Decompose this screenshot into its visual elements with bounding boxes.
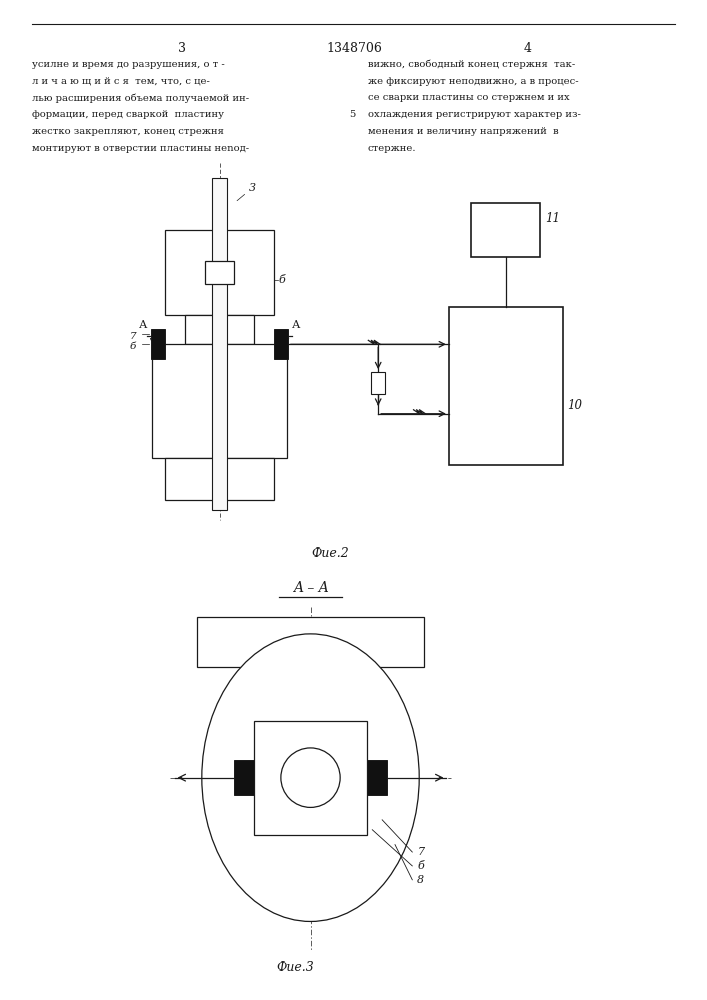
- Text: A – A: A – A: [293, 581, 328, 595]
- Text: вижно, свободный конец стержня  так-: вижно, свободный конец стержня так-: [368, 60, 575, 69]
- Text: 5: 5: [349, 110, 355, 119]
- Text: же фиксируют неподвижно, а в процес-: же фиксируют неподвижно, а в процес-: [368, 77, 578, 86]
- Text: 3: 3: [178, 42, 186, 55]
- Text: 11: 11: [545, 212, 560, 225]
- Text: стержне.: стержне.: [368, 144, 416, 153]
- Text: А: А: [291, 320, 300, 330]
- Bar: [274, 329, 288, 359]
- Bar: [449, 307, 563, 465]
- Bar: [371, 372, 385, 394]
- Bar: [471, 202, 540, 257]
- Bar: [254, 721, 368, 835]
- Text: б: б: [129, 342, 136, 351]
- Text: б: б: [417, 861, 424, 871]
- Bar: [165, 230, 274, 315]
- Text: А: А: [139, 320, 148, 330]
- Bar: [151, 329, 165, 359]
- Text: 1348706: 1348706: [326, 42, 382, 55]
- Text: 3: 3: [249, 183, 256, 193]
- Bar: [212, 178, 227, 510]
- Text: монтируют в отверстии пластины неnод-: монтируют в отверстии пластины неnод-: [32, 144, 249, 153]
- Text: 10: 10: [568, 399, 583, 412]
- Text: формации, перед сваркой  пластину: формации, перед сваркой пластину: [32, 110, 224, 119]
- Bar: [197, 617, 424, 667]
- Bar: [205, 261, 235, 284]
- Text: лью расширения объема получаемой ин-: лью расширения объема получаемой ин-: [32, 93, 249, 103]
- Bar: [368, 760, 387, 795]
- Text: 8: 8: [417, 875, 424, 885]
- Bar: [165, 458, 274, 500]
- Text: б: б: [279, 275, 286, 285]
- Text: л и ч а ю щ и й с я  тем, что, с це-: л и ч а ю щ и й с я тем, что, с це-: [32, 77, 210, 86]
- Text: Фие.3: Фие.3: [277, 961, 315, 974]
- Text: менения и величину напряжений  в: менения и величину напряжений в: [368, 127, 559, 136]
- Text: Фие.2: Фие.2: [311, 547, 349, 560]
- Text: охлаждения регистрируют характер из-: охлаждения регистрируют характер из-: [368, 110, 580, 119]
- Text: жестко закрепляют, конец стрежня: жестко закрепляют, конец стрежня: [32, 127, 223, 136]
- Text: 7: 7: [129, 332, 136, 341]
- Text: се сварки пластины со стержнем и их: се сварки пластины со стержнем и их: [368, 93, 569, 102]
- Text: 4: 4: [524, 42, 532, 55]
- Ellipse shape: [201, 634, 419, 921]
- Bar: [153, 344, 287, 458]
- Bar: [185, 315, 255, 344]
- Text: усилне и время до разрушения, о т -: усилне и время до разрушения, о т -: [32, 60, 225, 69]
- Ellipse shape: [281, 748, 340, 807]
- Bar: [234, 760, 254, 795]
- Text: 7: 7: [417, 847, 424, 857]
